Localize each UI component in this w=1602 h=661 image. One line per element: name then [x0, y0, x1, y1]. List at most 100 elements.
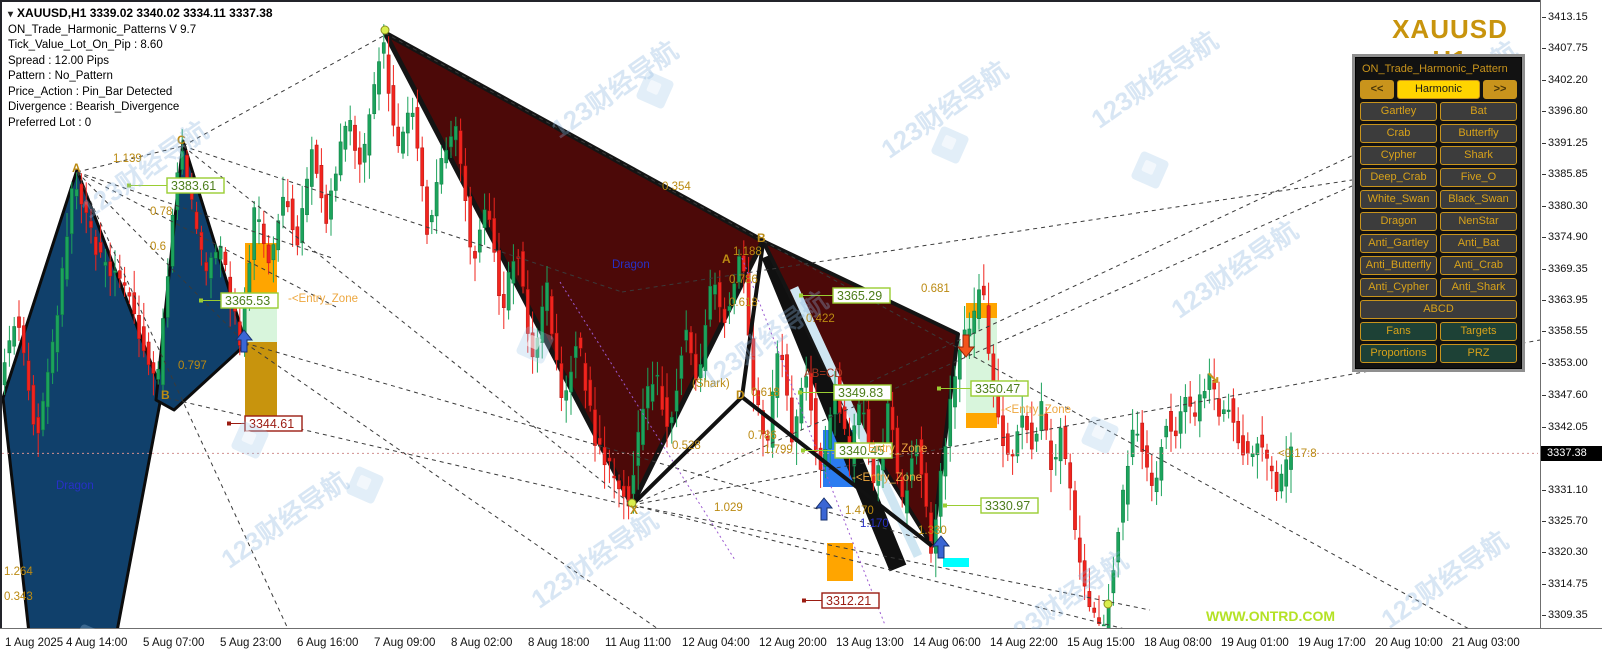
- time-axis-tick: 14 Aug 22:00: [990, 637, 1058, 649]
- price-axis-tick: 3413.15: [1542, 11, 1588, 23]
- panel-button-bat[interactable]: Bat: [1440, 102, 1517, 121]
- panel-button-fans[interactable]: Fans: [1360, 322, 1437, 341]
- panel-button-anti_bat[interactable]: Anti_Bat: [1440, 234, 1517, 253]
- zone-rect: [966, 413, 997, 428]
- price-axis-tick: 3309.35: [1542, 608, 1588, 621]
- indicator-line: Tick_Value_Lot_On_Pip : 8.60: [8, 39, 163, 51]
- price-axis-tick: 3331.10: [1542, 483, 1588, 496]
- annotation-text: A: [72, 161, 81, 175]
- chart-info-block: ▾ XAUUSD,H1 3339.02 3340.02 3334.11 3337.…: [8, 6, 273, 131]
- pivot-dot: [627, 498, 637, 508]
- annotation-text: 1.188: [733, 246, 762, 258]
- panel-button-white_swan[interactable]: White_Swan: [1360, 190, 1437, 209]
- annotation-text: (Shark): [692, 378, 730, 390]
- price-tag-text: 3349.83: [838, 386, 883, 400]
- time-axis-tick: 8 Aug 02:00: [451, 637, 513, 649]
- annotation-text: 1.029: [714, 502, 743, 514]
- price-axis-tick: 3363.95: [1542, 294, 1588, 307]
- symbol-ohlc-line[interactable]: ▾ XAUUSD,H1 3339.02 3340.02 3334.11 3337.…: [8, 6, 273, 20]
- annotation-text: C: [177, 133, 186, 147]
- panel-button-five_o[interactable]: Five_O: [1440, 168, 1517, 187]
- annotation-text: Dragon: [56, 480, 94, 492]
- panel-prev-button[interactable]: <<: [1360, 80, 1394, 99]
- price-tag-text: 3365.29: [837, 289, 882, 303]
- panel-button-gartley[interactable]: Gartley: [1360, 102, 1437, 121]
- annotation-text: B: [757, 231, 766, 245]
- price-chart-canvas[interactable]: ↘ 3383.61 3365.53 3365.29 3349.83 3350.47 3340…: [0, 0, 1541, 629]
- price-tag-text: 3340.45: [839, 444, 884, 458]
- panel-button-grid: Gartley Bat Crab Butterfly Cypher Shark Deep_C…: [1360, 102, 1517, 363]
- panel-button-anti_crab[interactable]: Anti_Crab: [1440, 256, 1517, 275]
- window-edge: [0, 0, 1602, 2]
- time-axis-tick: 8 Aug 18:00: [528, 637, 590, 649]
- price-axis-tick: 3342.05: [1542, 420, 1588, 433]
- zone-rect: [827, 543, 853, 581]
- time-axis-tick: 13 Aug 13:00: [836, 637, 904, 649]
- annotation-text: X: [630, 503, 638, 517]
- buy-arrow-icon: [931, 535, 951, 559]
- annotation-text: 0.6: [150, 241, 166, 253]
- time-axis-tick: 20 Aug 10:00: [1375, 637, 1443, 649]
- panel-button-butterfly[interactable]: Butterfly: [1440, 124, 1517, 143]
- time-axis-tick: 5 Aug 07:00: [143, 637, 205, 649]
- indicator-line: Spread : 12.00 Pips: [8, 54, 110, 67]
- time-axis-tick: 12 Aug 20:00: [759, 637, 827, 649]
- price-axis-tick: 3380.30: [1542, 200, 1588, 213]
- panel-button-nenstar[interactable]: NenStar: [1440, 212, 1517, 231]
- panel-button-shark[interactable]: Shark: [1440, 146, 1517, 165]
- site-watermark: WWW.ONTRD.COM: [1206, 608, 1336, 624]
- price-axis-tick: 3320.30: [1542, 545, 1588, 558]
- time-axis-tick: 5 Aug 23:00: [220, 637, 282, 649]
- current-price-badge: 3337.38: [1541, 445, 1602, 461]
- panel-button-anti_cypher[interactable]: Anti_Cypher: [1360, 278, 1437, 297]
- panel-mode-button[interactable]: Harmonic: [1397, 80, 1480, 99]
- harmonic-polygons: [1, 30, 960, 629]
- annotation-text: 1.264: [4, 566, 33, 578]
- chart-marker-icon: ▾: [8, 9, 14, 20]
- pattern-band: [789, 286, 923, 558]
- price-tag-labels: 3383.61 3365.53 3365.29 3349.83 3350.47 3340.…: [127, 177, 1039, 609]
- annotation-text: 1.799: [764, 444, 793, 456]
- panel-button-crab[interactable]: Crab: [1360, 124, 1437, 143]
- annotation-text: 1.330: [918, 525, 947, 537]
- time-axis-tick: 14 Aug 06:00: [913, 637, 981, 649]
- panel-button-black_swan[interactable]: Black_Swan: [1440, 190, 1517, 209]
- harmonic-pattern-shape: [1, 168, 164, 629]
- time-axis[interactable]: 1 Aug 2025 4 Aug 14:00 5 Aug 07:00 5 Aug 23…: [0, 629, 1602, 661]
- time-axis-tick: 1 Aug 2025: [5, 637, 64, 649]
- indicator-line: Divergence : Bearish_Divergence: [8, 101, 180, 113]
- panel-button-dragon[interactable]: Dragon: [1360, 212, 1437, 231]
- dashed-trendlines: [2, 32, 1541, 629]
- price-axis[interactable]: 3413.15 3407.75 3402.20 3396.80 3391.25 3385.…: [1541, 0, 1602, 628]
- panel-button-targets[interactable]: Targets: [1440, 322, 1517, 341]
- panel-button-proportions[interactable]: Proportions: [1360, 344, 1437, 363]
- annotation-text: D: [736, 388, 745, 402]
- price-axis-tick: 3391.25: [1542, 137, 1588, 150]
- panel-button-abcd[interactable]: ABCD: [1360, 300, 1517, 319]
- annotation-text: 0.422: [806, 313, 835, 325]
- time-axis-tick: 19 Aug 17:00: [1298, 637, 1366, 649]
- indicator-line: Price_Action : Pin_Bar Detected: [8, 85, 173, 98]
- panel-button-anti_gartley[interactable]: Anti_Gartley: [1360, 234, 1437, 253]
- time-axis-tick: 19 Aug 01:00: [1221, 637, 1289, 649]
- annotation-text: -<Entry_Zone: [852, 472, 922, 484]
- annotation-text: <0:17:8: [1278, 448, 1317, 460]
- panel-nav-row: << Harmonic >>: [1360, 80, 1517, 99]
- axis-separator: [0, 628, 1602, 629]
- price-axis-tick: 3353.00: [1542, 357, 1588, 370]
- panel-button-anti_butterfly[interactable]: Anti_Butterfly: [1360, 256, 1437, 275]
- panel-button-anti_shark[interactable]: Anti_Shark: [1440, 278, 1517, 297]
- harmonic-patterns-panel: ON_Trade_Harmonic_Pattern << Harmonic >>…: [1355, 57, 1522, 369]
- panel-next-button[interactable]: >>: [1483, 80, 1517, 99]
- annotation-text: 0.354: [662, 181, 691, 193]
- buy-arrow-icon: [234, 329, 254, 353]
- zone-rect: [943, 558, 969, 567]
- price-axis-tick: 3325.70: [1542, 514, 1588, 527]
- panel-button-cypher[interactable]: Cypher: [1360, 146, 1437, 165]
- price-tag-text: 3365.53: [225, 294, 270, 308]
- indicator-line: Preferred Lot : 0: [8, 116, 92, 129]
- panel-button-deep_crab[interactable]: Deep_Crab: [1360, 168, 1437, 187]
- axis-separator: [1540, 0, 1541, 629]
- pivot-dot: [1103, 599, 1113, 609]
- panel-button-prz[interactable]: PRZ: [1440, 344, 1517, 363]
